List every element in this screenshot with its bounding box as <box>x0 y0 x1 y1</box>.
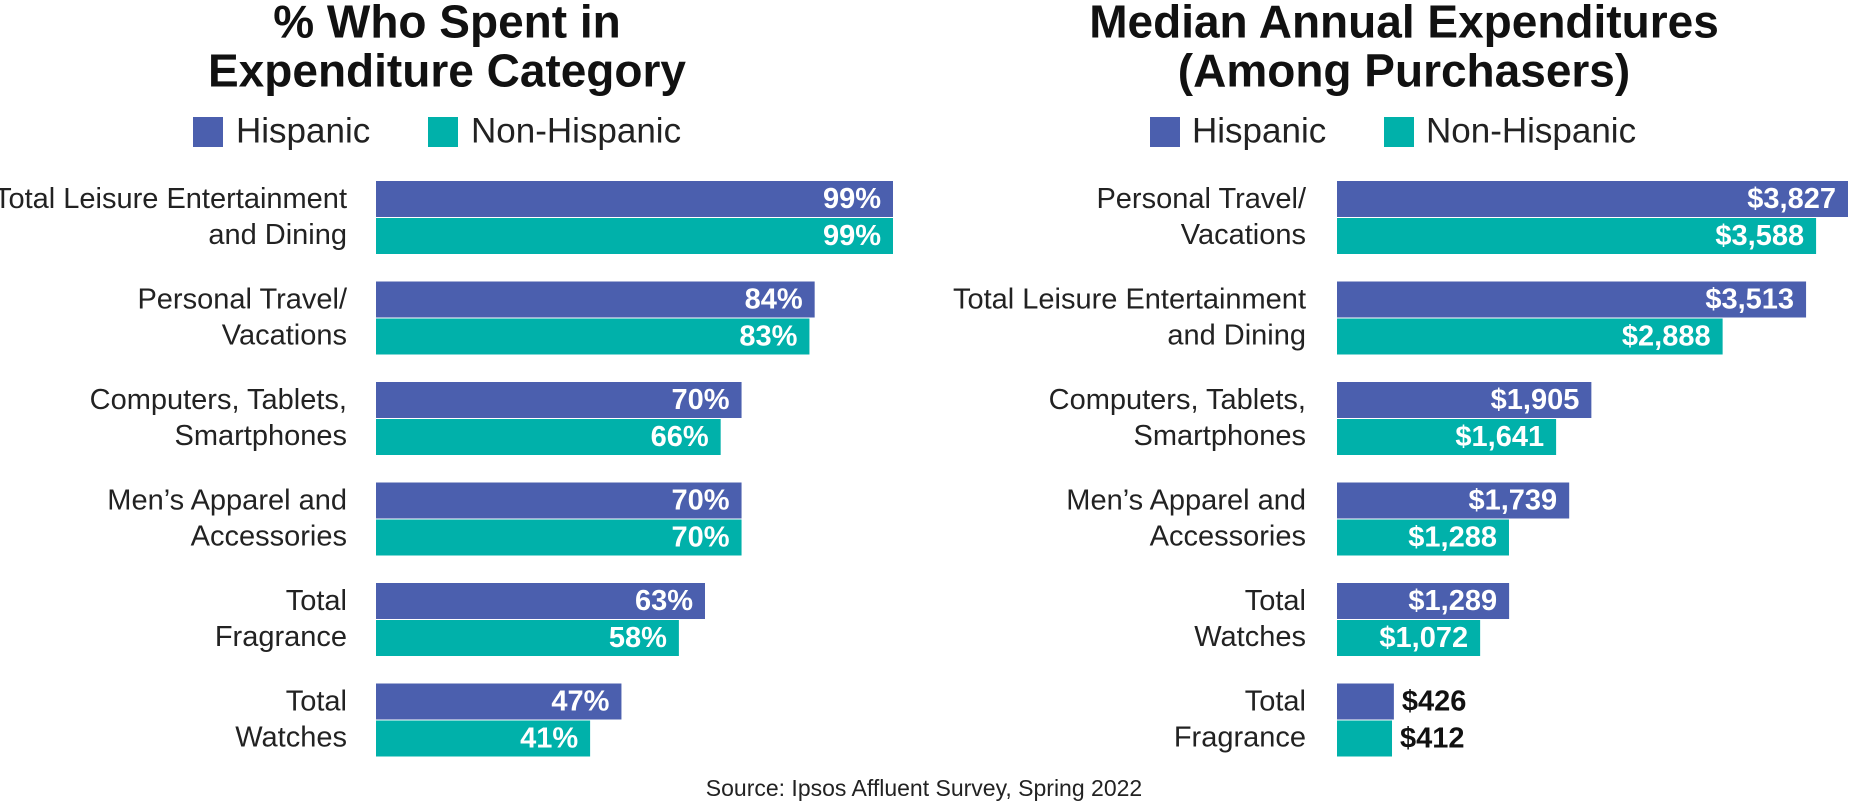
legend-swatch <box>1384 117 1414 147</box>
value-label: $3,513 <box>1705 284 1794 316</box>
bar <box>376 181 893 217</box>
legend-label: Non-Hispanic <box>1426 111 1636 150</box>
value-label: 41% <box>520 723 578 755</box>
bar <box>1337 720 1393 757</box>
value-label: 58% <box>609 622 667 654</box>
category-label: Computers, Tablets, Smartphones <box>1049 384 1306 452</box>
category-label: Men’s Apparel and Accessories <box>107 484 347 552</box>
value-label: 66% <box>651 421 709 453</box>
value-label: 99% <box>823 183 881 215</box>
legend-label: Hispanic <box>1192 111 1326 150</box>
bar <box>376 482 742 519</box>
category-label: Personal Travel/Vacations <box>137 283 347 351</box>
category-label: Total Leisure Entertainment and Dining <box>0 183 347 251</box>
value-label: $1,641 <box>1455 421 1544 453</box>
value-label: 99% <box>823 220 881 252</box>
category-label: Total Leisure Entertainment and Dining <box>953 283 1306 351</box>
chart-title: % Who Spent in Expenditure Category <box>208 0 686 97</box>
value-label: 63% <box>635 585 693 617</box>
bar <box>376 519 742 556</box>
value-label: $1,905 <box>1491 384 1580 416</box>
legend-swatch <box>193 117 223 147</box>
source: Source: Ipsos Affluent Survey, Spring 20… <box>706 775 1142 801</box>
category-label: Men’s Apparel and Accessories <box>1066 484 1306 552</box>
value-label: 70% <box>672 384 730 416</box>
value-label: $426 <box>1402 686 1467 718</box>
category-label: Personal Travel/Vacations <box>1096 183 1306 251</box>
bar <box>1337 683 1394 720</box>
bar <box>376 382 742 418</box>
bar <box>1337 382 1592 418</box>
legend-swatch <box>428 117 458 147</box>
bar <box>1337 218 1817 254</box>
legend-label: Non-Hispanic <box>471 111 681 150</box>
value-label: $1,072 <box>1379 622 1468 654</box>
category-label: Total Watches <box>1194 585 1306 653</box>
bar <box>1337 318 1723 355</box>
bar <box>376 419 721 455</box>
value-label: 84% <box>745 284 803 316</box>
legend-label: Hispanic <box>236 111 370 150</box>
value-label: $1,288 <box>1408 522 1497 554</box>
value-label: $3,827 <box>1747 183 1836 215</box>
category-label: Total Fragrance <box>1174 685 1306 753</box>
category-label: Total Watches <box>235 685 347 753</box>
bar <box>1337 482 1570 519</box>
bar <box>1337 419 1557 455</box>
value-label: $412 <box>1400 723 1465 755</box>
bar <box>1337 281 1807 318</box>
value-label: $2,888 <box>1622 321 1711 353</box>
bar <box>1337 583 1510 619</box>
bar <box>376 583 705 619</box>
bar <box>376 620 679 656</box>
value-label: 47% <box>551 686 609 718</box>
chart-title: Median Annual Expenditures (Among Purchas… <box>1089 0 1719 97</box>
legend-swatch <box>1150 117 1180 147</box>
value-label: 70% <box>672 522 730 554</box>
bar <box>376 720 591 757</box>
value-label: 83% <box>739 321 797 353</box>
bar <box>376 281 815 318</box>
category-label: Total Fragrance <box>215 585 347 653</box>
bar <box>1337 181 1848 217</box>
bar <box>376 683 622 720</box>
value-label: $3,588 <box>1715 220 1804 252</box>
value-label: $1,739 <box>1468 485 1557 517</box>
bar <box>1337 519 1509 556</box>
bar <box>1337 620 1481 656</box>
bar <box>376 218 893 254</box>
bar <box>376 318 810 355</box>
value-label: $1,289 <box>1408 585 1497 617</box>
category-label: Computers, Tablets, Smartphones <box>90 384 347 452</box>
value-label: 70% <box>672 485 730 517</box>
